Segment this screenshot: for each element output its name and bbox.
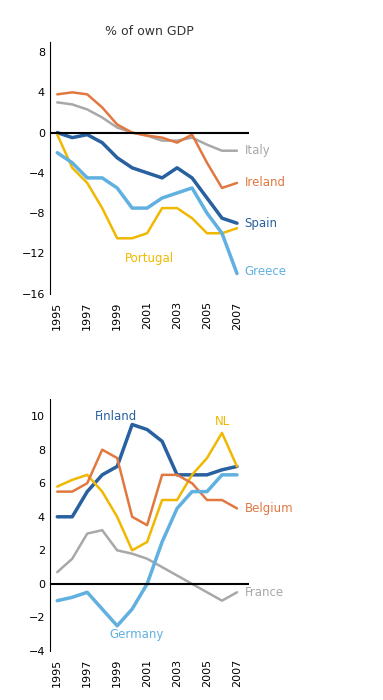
Text: Finland: Finland	[95, 410, 137, 423]
Text: Belgium: Belgium	[244, 502, 293, 515]
Text: Greece: Greece	[244, 265, 286, 278]
Title: % of own GDP: % of own GDP	[105, 25, 194, 38]
Text: Ireland: Ireland	[244, 176, 285, 190]
Text: Spain: Spain	[244, 217, 277, 230]
Text: NL: NL	[214, 414, 230, 428]
Text: France: France	[244, 586, 283, 598]
Text: Germany: Germany	[110, 628, 164, 640]
Text: Portugal: Portugal	[124, 252, 174, 265]
Text: Italy: Italy	[244, 144, 270, 158]
